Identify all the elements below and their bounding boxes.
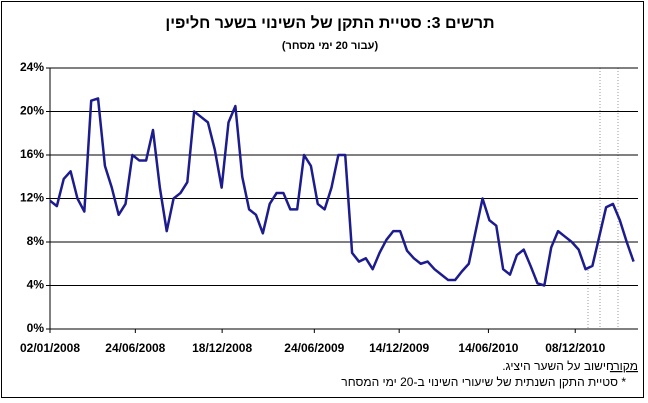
chart-title: תרשים 3: סטיית התקן של השינוי בשער חליפי… xyxy=(165,14,494,32)
x-tick-label: 24/06/2009 xyxy=(284,341,344,355)
chart-frame xyxy=(1,1,644,398)
y-tick-label: 12% xyxy=(20,191,44,205)
y-tick-label: 0% xyxy=(27,321,45,335)
chart-subtitle: (עבור 20 ימי מסחר) xyxy=(282,40,379,52)
y-tick-label: 8% xyxy=(27,234,45,248)
x-tick-label: 14/06/2010 xyxy=(458,341,518,355)
y-tick-label: 4% xyxy=(27,278,45,292)
footnote: * סטיית התקן השנתית של שיעורי השינוי ב-2… xyxy=(341,375,626,389)
source-note: מקור:חישוב על השער היציג. xyxy=(502,359,638,373)
source-label: מקור: xyxy=(610,359,638,373)
x-tick-label: 08/12/2010 xyxy=(545,341,605,355)
x-tick-label: 02/01/2008 xyxy=(20,341,80,355)
x-tick-label: 14/12/2009 xyxy=(369,341,429,355)
x-tick-label: 24/06/2008 xyxy=(105,341,165,355)
y-tick-label: 24% xyxy=(20,60,44,74)
x-tick-label: 18/12/2008 xyxy=(192,341,252,355)
y-tick-label: 20% xyxy=(20,104,44,118)
y-tick-label: 16% xyxy=(20,147,44,161)
source-text: חישוב על השער היציג. xyxy=(502,359,614,373)
data-line xyxy=(49,97,635,287)
